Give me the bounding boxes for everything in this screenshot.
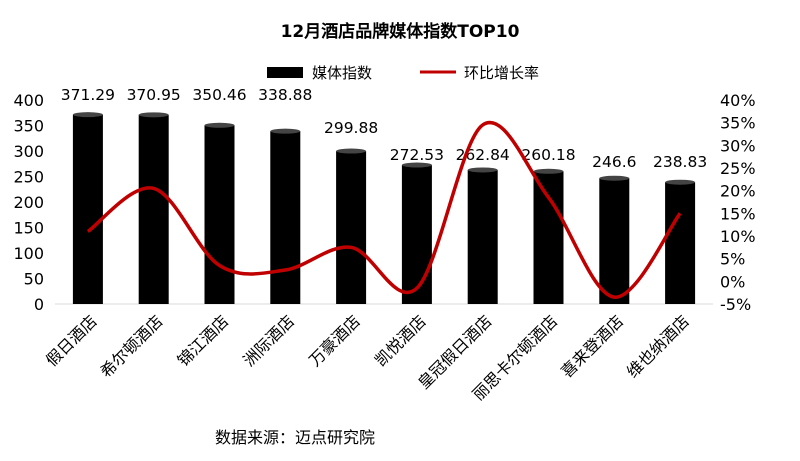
bar xyxy=(336,151,367,304)
right-tick-label: -5% xyxy=(720,295,751,314)
right-tick-label: 25% xyxy=(720,159,756,178)
bar xyxy=(401,165,432,304)
bar-top-cap xyxy=(533,168,564,174)
right-tick-label: 20% xyxy=(720,182,756,201)
legend-label-media-index: 媒体指数 xyxy=(312,64,372,82)
bar xyxy=(138,114,169,305)
bar xyxy=(72,114,103,305)
right-tick-label: 35% xyxy=(720,114,756,133)
bar-data-label: 246.6 xyxy=(592,153,636,171)
left-tick-label: 400 xyxy=(13,91,44,110)
left-tick-label: 200 xyxy=(13,193,44,212)
bar-data-label: 350.46 xyxy=(192,86,246,104)
bar xyxy=(533,171,564,304)
bar-top-cap xyxy=(599,175,630,181)
right-tick-label: 0% xyxy=(720,272,745,291)
bar-data-label: 370.95 xyxy=(127,86,181,104)
bar-data-label: 338.88 xyxy=(258,86,312,104)
bar-top-cap xyxy=(204,122,235,128)
left-tick-label: 50 xyxy=(24,270,44,289)
bar-data-label: 238.83 xyxy=(653,153,707,171)
right-y-axis: -5% 0% 5% 10% 15% 20% 25% 30% 35% 40% xyxy=(720,91,756,314)
bar-top-cap xyxy=(467,167,498,173)
bar-top-cap xyxy=(336,148,367,154)
right-tick-label: 15% xyxy=(720,204,756,223)
category-label: 假日酒店 xyxy=(42,311,101,370)
bar-top-cap xyxy=(270,128,301,134)
legend-label-growth-rate: 环比增长率 xyxy=(464,64,539,82)
left-tick-label: 250 xyxy=(13,168,44,187)
left-tick-label: 100 xyxy=(13,244,44,263)
source-note: 数据来源：迈点研究院 xyxy=(215,428,375,447)
left-tick-label: 350 xyxy=(13,117,44,136)
category-label: 凯悦酒店 xyxy=(371,311,430,370)
bar xyxy=(270,131,301,304)
bar xyxy=(665,182,696,304)
bar-top-cap xyxy=(138,112,169,118)
right-tick-label: 40% xyxy=(720,91,756,110)
category-label: 锦江酒店 xyxy=(174,311,233,370)
right-tick-label: 30% xyxy=(720,136,756,155)
left-tick-label: 150 xyxy=(13,219,44,238)
bar xyxy=(599,178,630,304)
legend: 媒体指数 环比增长率 xyxy=(267,64,539,82)
category-label: 洲际酒店 xyxy=(239,311,298,370)
legend-swatch-media-index xyxy=(267,67,303,78)
bar xyxy=(467,169,498,304)
chart-title: 12月酒店品牌媒体指数TOP10 xyxy=(281,21,520,42)
bar-top-cap xyxy=(72,112,103,118)
bar-series xyxy=(72,112,696,305)
growth-rate-line xyxy=(86,120,682,299)
left-y-axis: 0 50 100 150 200 250 300 350 400 xyxy=(13,91,44,314)
category-label: 维也纳酒店 xyxy=(623,311,693,381)
bar-data-label: 371.29 xyxy=(61,86,115,104)
bar-top-cap xyxy=(401,162,432,168)
bar-data-label: 299.88 xyxy=(324,119,378,137)
right-tick-label: 5% xyxy=(720,250,745,269)
bar-data-label: 272.53 xyxy=(390,146,444,164)
category-label: 希尔顿酒店 xyxy=(97,311,167,381)
bar xyxy=(204,125,235,304)
left-tick-label: 0 xyxy=(34,295,44,314)
category-label: 万豪酒店 xyxy=(305,311,364,370)
left-tick-label: 300 xyxy=(13,142,44,161)
category-label: 喜来登酒店 xyxy=(557,311,627,381)
bar-data-label: 260.18 xyxy=(521,146,575,164)
bar-top-cap xyxy=(665,179,696,185)
right-tick-label: 10% xyxy=(720,227,756,246)
